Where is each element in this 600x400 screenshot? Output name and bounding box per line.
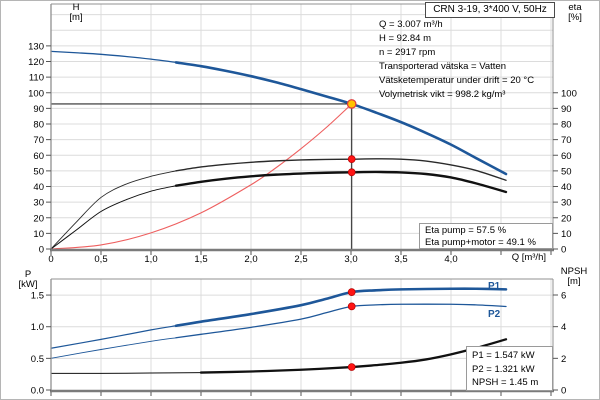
right-tick-label: 30: [561, 198, 572, 209]
left-tick-label: 100: [28, 88, 44, 99]
eta-pump-curve-thin: [50, 170, 177, 250]
q-axis-label: Q [m³/h]: [511, 252, 546, 263]
q-tick-label: 1,0: [144, 254, 157, 265]
right-tick-label: 0: [561, 245, 566, 256]
right-tick-label: 100: [561, 88, 577, 99]
right-tick-label: 70: [561, 135, 572, 146]
info-line-density: Volymetrisk vikt = 998.2 kg/m³: [379, 89, 506, 100]
eta-axis-header: eta [%]: [555, 3, 595, 23]
eta-result-box: Eta pump = 57.5 % Eta pump+motor = 49.1 …: [419, 223, 553, 249]
right-tick-label: 80: [561, 120, 572, 131]
info-line-temperature: Vätsketemperatur under drift = 20 °C: [379, 75, 535, 86]
eta-pump-motor-value: Eta pump+motor = 49.1 %: [425, 236, 536, 248]
q-tick-label: 2,0: [244, 254, 257, 265]
operating-point-dot: [347, 288, 356, 296]
npsh-axis-name: NPSH: [560, 266, 588, 277]
operating-point-dot: [347, 168, 356, 177]
right-tick-label: 90: [561, 104, 572, 115]
p2-curve: [175, 303, 507, 339]
right-tick-label: 0: [561, 386, 566, 397]
p1-curve-thin: [50, 325, 177, 349]
eta-pump-curve: [175, 158, 507, 181]
q-tick-label: 4,0: [444, 254, 457, 265]
right-tick-label: 2: [561, 354, 566, 365]
left-tick-label: 70: [33, 135, 44, 146]
system-curve: [50, 103, 353, 250]
npsh-curve-thin: [50, 372, 202, 374]
head-curve: [174, 61, 508, 176]
eta-axis-unit: [%]: [568, 12, 582, 23]
p1-curve-label: P1: [488, 281, 501, 292]
left-tick-label: 1.0: [31, 322, 44, 333]
left-tick-label: 0.0: [31, 386, 44, 397]
info-line-speed: n = 2917 rpm: [379, 47, 436, 58]
power-result-box: P1 = 1.547 kW P2 = 1.321 kW NPSH = 1.45 …: [466, 346, 553, 391]
npsh-value: NPSH = 1.45 m: [472, 377, 539, 388]
left-tick-label: 40: [33, 182, 44, 193]
right-tick-label: 10: [561, 229, 572, 240]
p2-curve-label: P2: [488, 309, 501, 320]
p-axis-unit: [kW]: [18, 279, 38, 290]
eta-pump-motor-curve-thin: [50, 185, 177, 250]
info-line-flow: Q = 3.007 m³/h: [379, 19, 443, 30]
left-tick-label: 20: [33, 213, 44, 224]
q-tick-label: 2,5: [294, 254, 307, 265]
p2-curve-thin: [50, 337, 177, 359]
left-tick-label: 10: [33, 229, 44, 240]
left-tick-label: 110: [29, 73, 44, 84]
q-tick-label: 1,5: [194, 254, 207, 265]
eta-pump-value: Eta pump = 57.5 %: [425, 225, 507, 236]
p-axis-header: P [kW]: [9, 270, 47, 290]
pump-title-box: CRN 3-19, 3*400 V, 50Hz: [425, 2, 555, 18]
q-tick-label: 0: [48, 254, 53, 265]
p1-curve: [174, 287, 508, 328]
duty-info-block: Q = 3.007 m³/h H = 92.84 m n = 2917 rpm …: [379, 18, 534, 102]
npsh-axis-header: NPSH [m]: [549, 267, 599, 287]
left-tick-label: 30: [33, 198, 44, 209]
operating-point-dot: [347, 302, 356, 311]
left-tick-label: 50: [33, 166, 44, 177]
left-tick-label: 90: [33, 104, 44, 115]
right-tick-label: 40: [561, 182, 572, 193]
right-tick-label: 20: [561, 213, 572, 224]
h-axis-name: H: [72, 2, 80, 13]
right-tick-label: 6: [561, 290, 566, 301]
head-curve-thin: [50, 50, 177, 64]
left-tick-label: 0.5: [31, 354, 44, 365]
h-axis-unit: [m]: [69, 12, 83, 23]
left-tick-label: 80: [33, 120, 44, 131]
operating-point-dot: [347, 363, 356, 371]
p1-value: P1 = 1.547 kW: [472, 350, 535, 361]
left-tick-label: 130: [28, 41, 44, 52]
h-axis-header: H [m]: [59, 3, 93, 23]
right-tick-label: 4: [561, 322, 566, 333]
npsh-axis-unit: [m]: [567, 276, 581, 287]
left-tick-label: 1.5: [31, 291, 44, 302]
duty-point-marker[interactable]: [346, 99, 357, 109]
eta-axis-name: eta: [568, 2, 582, 13]
right-tick-label: 60: [561, 151, 572, 162]
right-tick-label: 50: [561, 166, 572, 177]
npsh-curve: [199, 338, 508, 374]
left-tick-label: 0: [39, 245, 44, 256]
info-line-head: H = 92.84 m: [379, 33, 432, 44]
eta-pump-motor-curve: [174, 170, 508, 194]
left-tick-label: 60: [33, 151, 44, 162]
q-tick-label: 3,5: [394, 254, 407, 265]
info-line-liquid: Transporterad vätska = Vatten: [379, 61, 506, 72]
q-tick-label: 0,5: [94, 254, 107, 265]
p-axis-name: P: [24, 269, 32, 280]
left-tick-label: 120: [28, 57, 44, 68]
q-tick-label: 3,0: [344, 254, 357, 265]
p2-value: P2 = 1.321 kW: [472, 363, 535, 375]
operating-point-dot: [347, 155, 356, 164]
